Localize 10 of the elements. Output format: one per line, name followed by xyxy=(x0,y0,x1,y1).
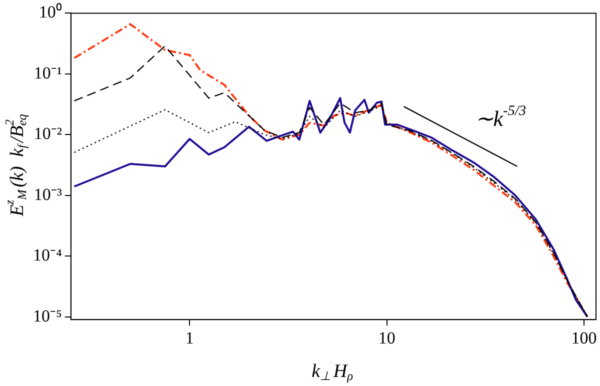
y-tick-label: 10⁻³ xyxy=(34,184,62,204)
y-tick-label: 10⁻² xyxy=(34,124,62,144)
y-tick-label: 10⁻⁵ xyxy=(32,306,62,326)
y-tick-label: 10⁰ xyxy=(38,2,62,22)
x-tick-label: 10 xyxy=(378,328,396,348)
x-tick-label: 1 xyxy=(185,328,194,348)
y-tick-label: 10⁻⁴ xyxy=(32,246,62,265)
y-axis-title: EzM(k) kf/B2eq xyxy=(2,114,29,218)
x-tick-label: 100 xyxy=(571,328,597,348)
y-tick-label: 10⁻¹ xyxy=(34,63,62,82)
